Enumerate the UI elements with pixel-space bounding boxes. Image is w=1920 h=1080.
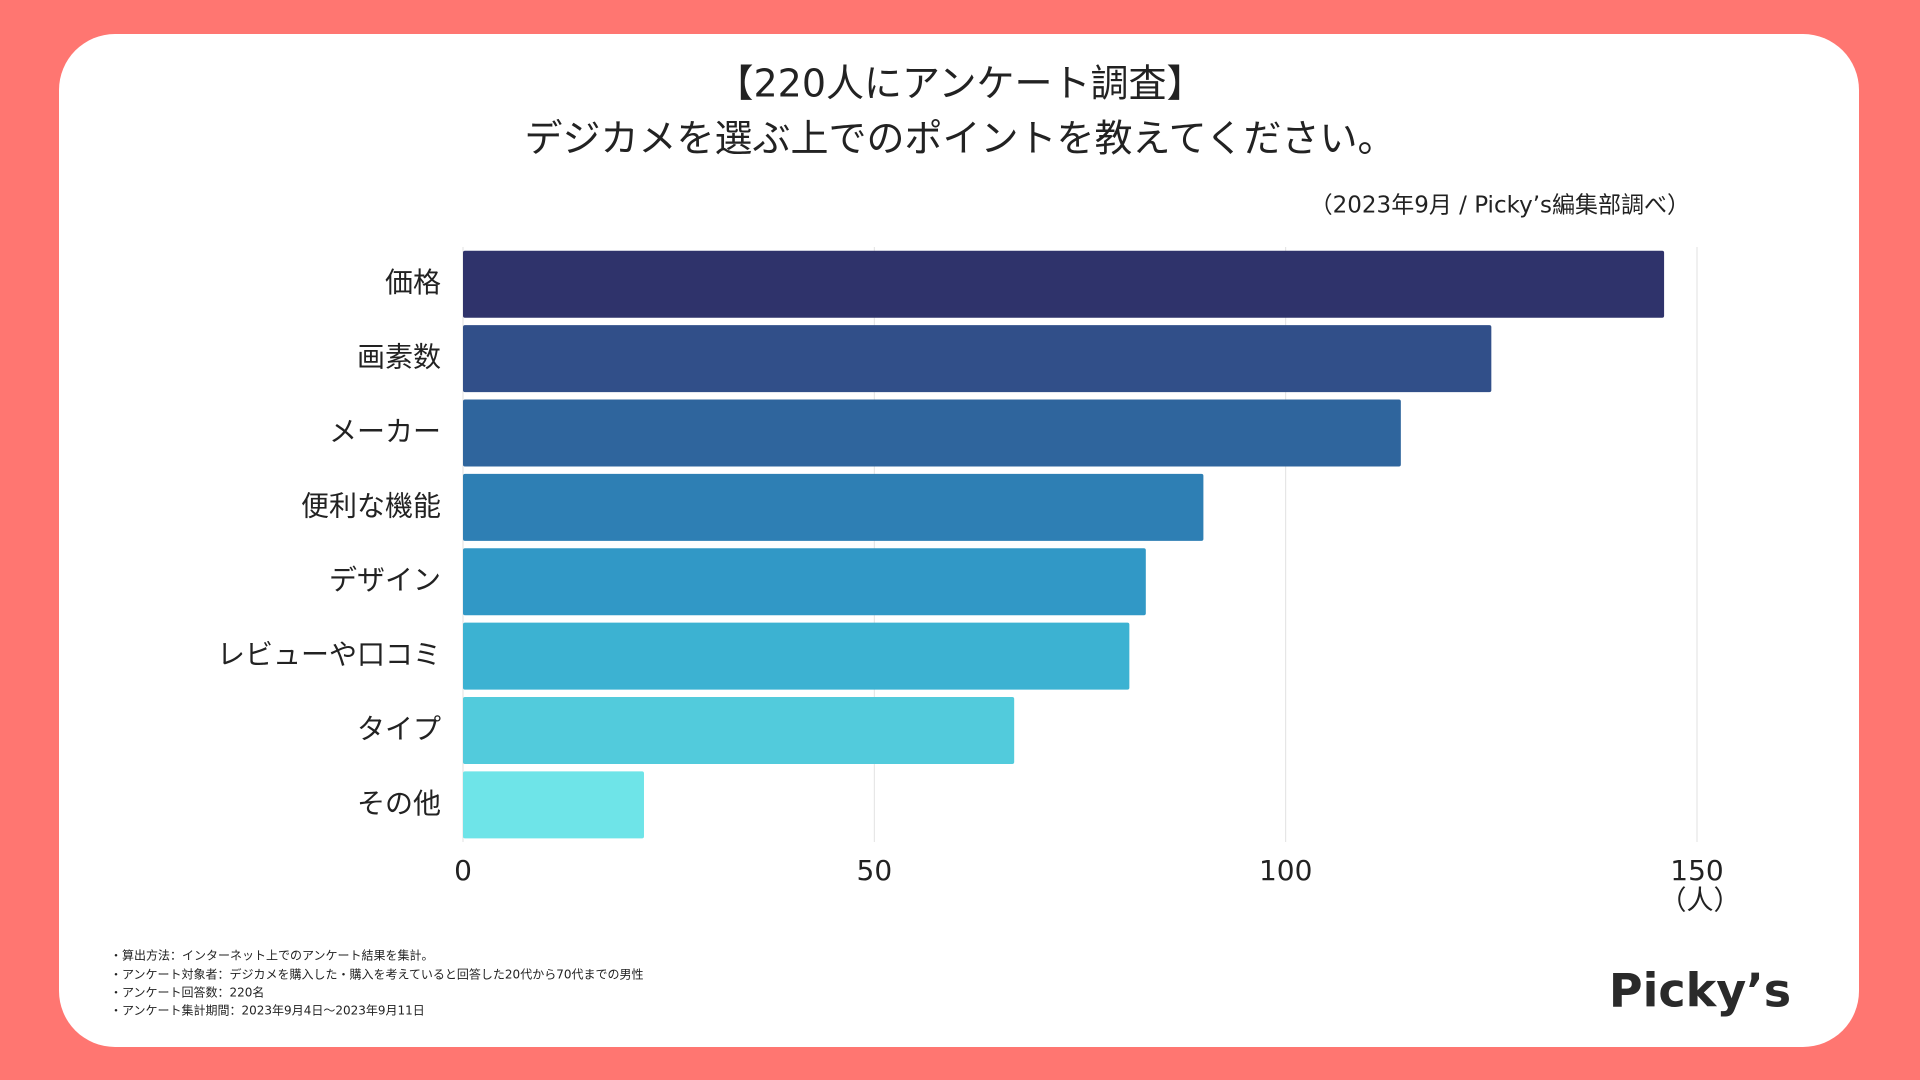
chart-title: デジカメを選ぶ上でのポイントを教えてください。 (525, 117, 1396, 161)
chart-title: 【220人にアンケート調査】 (715, 62, 1204, 106)
subtitle: （2023年9月 / Picky’s編集部調べ） (1310, 193, 1690, 219)
bar (463, 771, 644, 839)
x-tick-label: 150 (1670, 854, 1723, 887)
y-tick-label: 画素数 (357, 341, 441, 374)
bar (463, 473, 1204, 541)
y-tick-label: レビューや口コミ (217, 638, 441, 671)
bar (463, 622, 1130, 690)
bar (463, 399, 1401, 467)
bar (463, 696, 1015, 764)
bar (463, 250, 1665, 318)
bar (463, 548, 1146, 616)
note: ・アンケート集計期間：2023年9月4日〜2023年9月11日 (110, 1003, 425, 1018)
bar (463, 325, 1492, 393)
y-tick-label: タイプ (357, 712, 441, 745)
y-tick-label: 価格 (385, 266, 441, 299)
note: ・アンケート対象者：デジカメを購入した・購入を考えていると回答した20代から70… (110, 967, 643, 982)
y-tick-label: メーカー (329, 415, 441, 448)
note: ・アンケート回答数：220名 (110, 985, 264, 1000)
x-tick-label: 0 (454, 854, 472, 887)
y-tick-label: その他 (357, 787, 441, 820)
x-tick-label: 100 (1259, 854, 1312, 887)
y-tick-label: デザイン (329, 564, 441, 597)
y-tick-label: 便利な機能 (301, 489, 441, 522)
x-unit: （人） (1660, 886, 1741, 917)
logo: Picky’s (1609, 964, 1791, 1018)
x-tick-label: 50 (857, 854, 893, 887)
note: ・算出方法：インターネット上でのアンケート結果を集計。 (110, 948, 434, 963)
